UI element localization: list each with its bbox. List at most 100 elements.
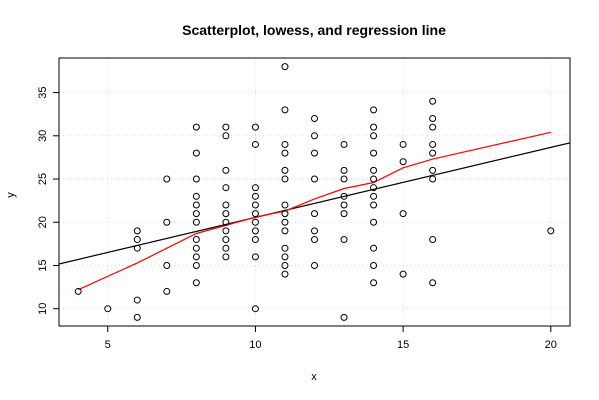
data-point	[192, 192, 200, 200]
data-point	[281, 244, 289, 252]
data-point	[192, 149, 200, 157]
data-point	[192, 279, 200, 287]
data-point	[370, 261, 378, 269]
data-point	[133, 313, 141, 321]
data-point	[222, 244, 230, 252]
data-point	[192, 210, 200, 218]
y-tick-label: 15	[37, 259, 49, 271]
data-point	[429, 236, 437, 244]
data-point	[251, 192, 259, 200]
data-point	[311, 210, 318, 218]
data-point	[222, 166, 230, 174]
data-point	[163, 175, 171, 183]
data-point	[370, 123, 378, 131]
data-point	[311, 227, 318, 235]
data-point	[133, 236, 141, 244]
data-point	[429, 97, 437, 105]
data-point	[192, 261, 200, 269]
data-point	[74, 287, 82, 295]
data-point	[222, 132, 230, 140]
data-point	[429, 123, 437, 131]
data-point	[370, 192, 378, 200]
data-point	[340, 140, 348, 148]
data-point	[281, 175, 289, 183]
grid-lines	[59, 58, 570, 326]
data-point	[281, 140, 289, 148]
data-point	[370, 132, 378, 140]
data-point	[192, 201, 200, 209]
data-point	[370, 244, 378, 252]
lowess-line	[77, 131, 551, 291]
data-point	[251, 210, 259, 218]
data-point	[222, 227, 230, 235]
y-axis: 10 15 20 25 30 35	[37, 86, 59, 315]
data-point	[222, 184, 230, 192]
data-point	[311, 261, 318, 269]
y-tick-label: 20	[37, 216, 49, 228]
data-point	[251, 184, 259, 192]
regression-line	[59, 142, 570, 265]
data-points	[74, 63, 555, 321]
data-point	[399, 140, 407, 148]
data-point	[104, 305, 112, 313]
data-point	[281, 253, 289, 261]
data-point	[340, 313, 348, 321]
data-point	[222, 236, 230, 244]
data-point	[429, 279, 437, 287]
data-point	[192, 123, 200, 131]
data-point	[192, 218, 200, 226]
data-point	[281, 227, 289, 235]
x-tick-label: 15	[397, 339, 409, 351]
data-point	[340, 236, 348, 244]
data-point	[340, 192, 348, 200]
data-point	[281, 270, 289, 278]
data-point	[192, 253, 200, 261]
data-point	[251, 123, 259, 131]
x-tick-label: 20	[545, 339, 557, 351]
data-point	[281, 201, 289, 209]
data-point	[370, 184, 378, 192]
data-point	[133, 227, 141, 235]
data-point	[311, 236, 318, 244]
data-point	[311, 132, 318, 140]
data-point	[222, 253, 230, 261]
data-point	[251, 140, 259, 148]
data-point	[133, 296, 141, 304]
data-point	[370, 218, 378, 226]
x-axis-label: x	[311, 371, 317, 383]
data-point	[399, 158, 407, 166]
data-point	[370, 149, 378, 157]
data-point	[192, 236, 200, 244]
data-point	[163, 218, 171, 226]
data-point	[281, 261, 289, 269]
data-point	[251, 227, 259, 235]
y-tick-label: 30	[37, 130, 49, 142]
data-point	[429, 115, 437, 123]
data-point	[311, 115, 318, 123]
data-point	[370, 201, 378, 209]
data-point	[251, 305, 259, 313]
data-point	[340, 166, 348, 174]
y-axis-label: y	[5, 192, 17, 198]
data-point	[340, 175, 348, 183]
data-point	[340, 201, 348, 209]
data-point	[429, 140, 437, 148]
data-point	[251, 201, 259, 209]
data-point	[370, 106, 378, 114]
data-point	[281, 63, 289, 71]
data-point	[163, 261, 171, 269]
data-point	[370, 166, 378, 174]
plot-area-border	[58, 57, 571, 327]
x-axis: 5 10 15 20	[105, 326, 557, 351]
data-point	[311, 175, 318, 183]
data-point	[281, 106, 289, 114]
y-tick-label: 25	[37, 173, 49, 185]
data-point	[429, 149, 437, 157]
data-point	[399, 270, 407, 278]
data-point	[429, 175, 437, 183]
data-point	[281, 149, 289, 157]
data-point	[311, 149, 318, 157]
data-point	[547, 227, 555, 235]
